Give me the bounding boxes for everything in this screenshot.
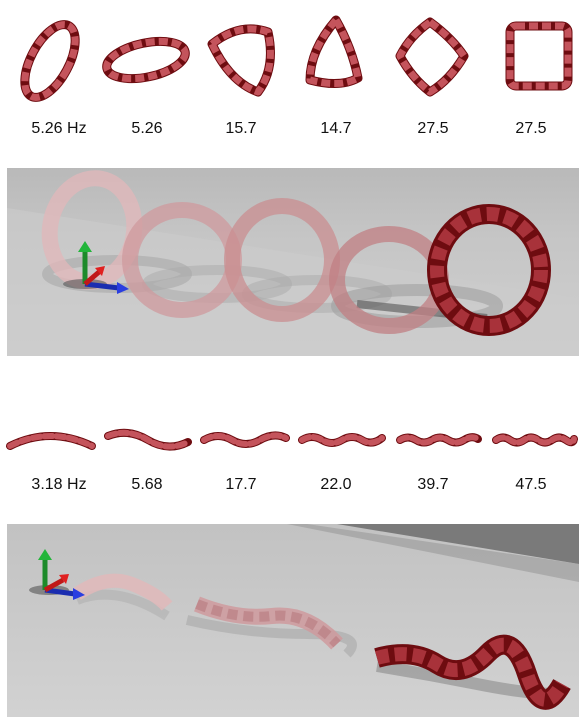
rod-mode-3-shape bbox=[200, 431, 290, 448]
ring-frequency-label: 15.7 bbox=[225, 120, 257, 137]
ring-mode-5-shape bbox=[395, 17, 469, 97]
ring-mode-4-shape bbox=[305, 15, 363, 88]
rod-frequency-label: 5.68 bbox=[131, 476, 163, 493]
rod-mode-5-shape bbox=[396, 433, 482, 447]
rod-mode-6-shape bbox=[492, 433, 578, 447]
ring-frequency-label: 5.26 bbox=[131, 120, 163, 137]
rod-frequency-label: 22.0 bbox=[320, 476, 352, 493]
rod-mode-2-shape bbox=[104, 428, 192, 451]
rod-mode-shapes bbox=[6, 428, 578, 451]
ring-frequency-label: 27.5 bbox=[515, 120, 547, 137]
xyz-axes-icon bbox=[63, 241, 129, 294]
ring-rolling-render bbox=[7, 168, 579, 356]
ring-mode-shapes bbox=[20, 15, 573, 102]
ring-frequency-label: 27.5 bbox=[417, 120, 449, 137]
rod-frequency-label: 47.5 bbox=[515, 476, 547, 493]
rod-frequency-labels: 3.18 Hz 5.68 17.7 22.0 39.7 47.5 bbox=[0, 476, 579, 500]
ring-frequency-label: 5.26 Hz bbox=[31, 120, 87, 137]
rod-frequency-label: 3.18 Hz bbox=[31, 476, 87, 493]
ring-mode-1-shape bbox=[20, 20, 80, 102]
ring-frequency-label: 14.7 bbox=[320, 120, 352, 137]
ring-mode-3-shape bbox=[207, 24, 275, 97]
xyz-axes-icon bbox=[29, 549, 85, 600]
ring-frequency-labels: 5.26 Hz 5.26 15.7 14.7 27.5 27.5 bbox=[0, 120, 579, 144]
rod-frequency-label: 17.7 bbox=[225, 476, 257, 493]
ring-mode-6-shape bbox=[505, 21, 573, 91]
rod-frequency-label: 39.7 bbox=[417, 476, 449, 493]
rod-mode-1-shape bbox=[6, 432, 96, 450]
rod-mode-4-shape bbox=[298, 433, 386, 447]
rod-crawling-render bbox=[7, 524, 579, 717]
ring-mode-2-shape bbox=[102, 36, 190, 84]
